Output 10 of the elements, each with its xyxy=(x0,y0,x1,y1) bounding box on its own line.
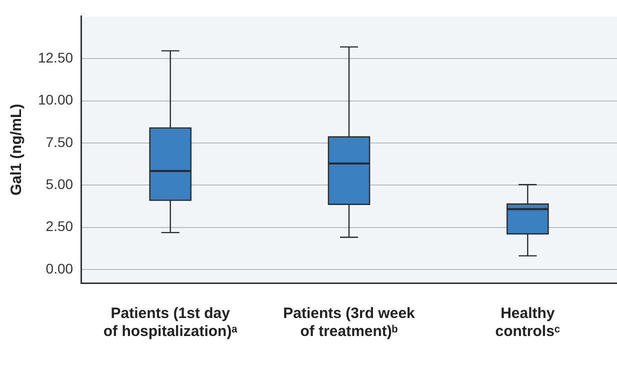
y-tick-label: 2.50 xyxy=(46,218,74,234)
y-axis-title: Gal1 (ng/mL) xyxy=(8,104,26,196)
x-tick-label: Patients (1st day of hospitalization)ᵃ xyxy=(103,305,238,340)
y-tick-label: 10.00 xyxy=(38,92,74,108)
x-tick-label: Patients (3rd week of treatment)ᵇ xyxy=(283,305,416,340)
x-tick-label: Healthy controlsᶜ xyxy=(495,305,560,340)
y-tick-label: 12.50 xyxy=(38,49,74,66)
y-tick-label: 5.00 xyxy=(46,176,74,192)
y-tick-label: 7.50 xyxy=(46,134,74,150)
y-tick-label: 0.00 xyxy=(46,260,74,276)
